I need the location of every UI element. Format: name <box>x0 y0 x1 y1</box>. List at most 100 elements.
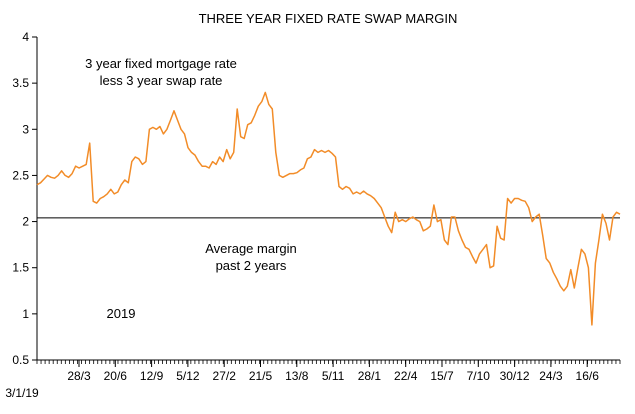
data-point <box>496 225 498 227</box>
data-point <box>75 165 77 167</box>
data-point <box>471 256 473 258</box>
data-point <box>313 149 315 151</box>
x-tick-label: 24/3 <box>539 369 563 383</box>
data-point <box>61 170 63 172</box>
series-points <box>36 91 621 326</box>
x-tick-label: 30/12 <box>500 369 530 383</box>
data-point <box>82 165 84 167</box>
data-point <box>141 163 143 165</box>
x-axis: 28/3 20/6 12/9 5/12 27/2 21/5 13/8 5/11 28/1 22/4… <box>5 359 621 400</box>
y-tick-label: 1 <box>22 307 29 321</box>
data-point <box>549 262 551 264</box>
year-label: 2019 <box>107 306 136 321</box>
chart-title: THREE YEAR FIXED RATE SWAP MARGIN <box>199 11 458 26</box>
data-point <box>54 177 56 179</box>
data-point <box>176 119 178 121</box>
data-point <box>615 211 617 213</box>
data-point <box>359 193 361 195</box>
x-tick-label: 15/7 <box>430 369 454 383</box>
average-note-line1: Average margin <box>205 241 297 256</box>
data-point <box>57 174 59 176</box>
data-point <box>556 278 558 280</box>
data-point <box>591 324 593 326</box>
data-point <box>36 184 38 186</box>
data-point <box>608 239 610 241</box>
data-point <box>514 198 516 200</box>
data-point <box>366 193 368 195</box>
data-point <box>450 216 452 218</box>
x-tick-label: 27/2 <box>213 369 237 383</box>
data-point <box>120 184 122 186</box>
data-point <box>486 244 488 246</box>
y-tick-label: 0.5 <box>12 353 29 367</box>
data-point <box>349 187 351 189</box>
data-point <box>479 253 481 255</box>
data-point <box>250 122 252 124</box>
data-point <box>229 158 231 160</box>
data-point <box>47 174 49 176</box>
data-point <box>342 188 344 190</box>
data-point <box>215 163 217 165</box>
data-point <box>180 128 182 130</box>
data-point <box>377 202 379 204</box>
data-point <box>436 221 438 223</box>
data-point <box>335 156 337 158</box>
data-point <box>619 213 621 215</box>
data-point <box>380 207 382 209</box>
data-point <box>405 221 407 223</box>
data-point <box>510 202 512 204</box>
data-point <box>103 196 105 198</box>
data-point <box>310 156 312 158</box>
data-point <box>461 239 463 241</box>
data-point <box>482 248 484 250</box>
data-point <box>268 103 270 105</box>
data-point <box>500 237 502 239</box>
data-point <box>155 128 157 130</box>
data-point <box>212 161 214 163</box>
series-note-line2: less 3 year swap rate <box>100 73 223 88</box>
data-point <box>387 225 389 227</box>
data-point <box>78 167 80 169</box>
data-point <box>40 182 42 184</box>
data-point <box>493 265 495 267</box>
data-point <box>531 221 533 223</box>
y-axis: 0.5 1 1.5 2 2.5 3 3.5 4 <box>12 30 38 367</box>
data-point <box>261 101 263 103</box>
data-point <box>289 173 291 175</box>
data-point <box>517 198 519 200</box>
data-point <box>587 267 589 269</box>
data-point <box>398 221 400 223</box>
data-point <box>429 225 431 227</box>
x-tick-label: 22/4 <box>394 369 418 383</box>
data-point <box>573 287 575 289</box>
data-point <box>173 110 175 112</box>
data-point <box>89 142 91 144</box>
data-point <box>198 161 200 163</box>
data-point <box>71 173 73 175</box>
data-point <box>233 151 235 153</box>
x-tick-label: 21/5 <box>249 369 273 383</box>
data-point <box>507 198 509 200</box>
data-point <box>191 151 193 153</box>
data-point <box>257 105 259 107</box>
data-point <box>345 186 347 188</box>
data-point <box>113 193 115 195</box>
x-start-label: 3/1/19 <box>5 386 39 400</box>
data-point <box>96 202 98 204</box>
data-point <box>394 211 396 213</box>
data-point <box>538 213 540 215</box>
data-point <box>331 152 333 154</box>
data-point <box>184 133 186 135</box>
data-point <box>299 169 301 171</box>
data-point <box>454 216 456 218</box>
data-point <box>208 167 210 169</box>
data-point <box>464 246 466 248</box>
data-point <box>440 219 442 221</box>
x-tick-label: 7/10 <box>467 369 491 383</box>
data-point <box>433 204 435 206</box>
data-point <box>545 257 547 259</box>
data-point <box>278 174 280 176</box>
data-point <box>584 253 586 255</box>
data-point <box>317 151 319 153</box>
data-point <box>306 158 308 160</box>
